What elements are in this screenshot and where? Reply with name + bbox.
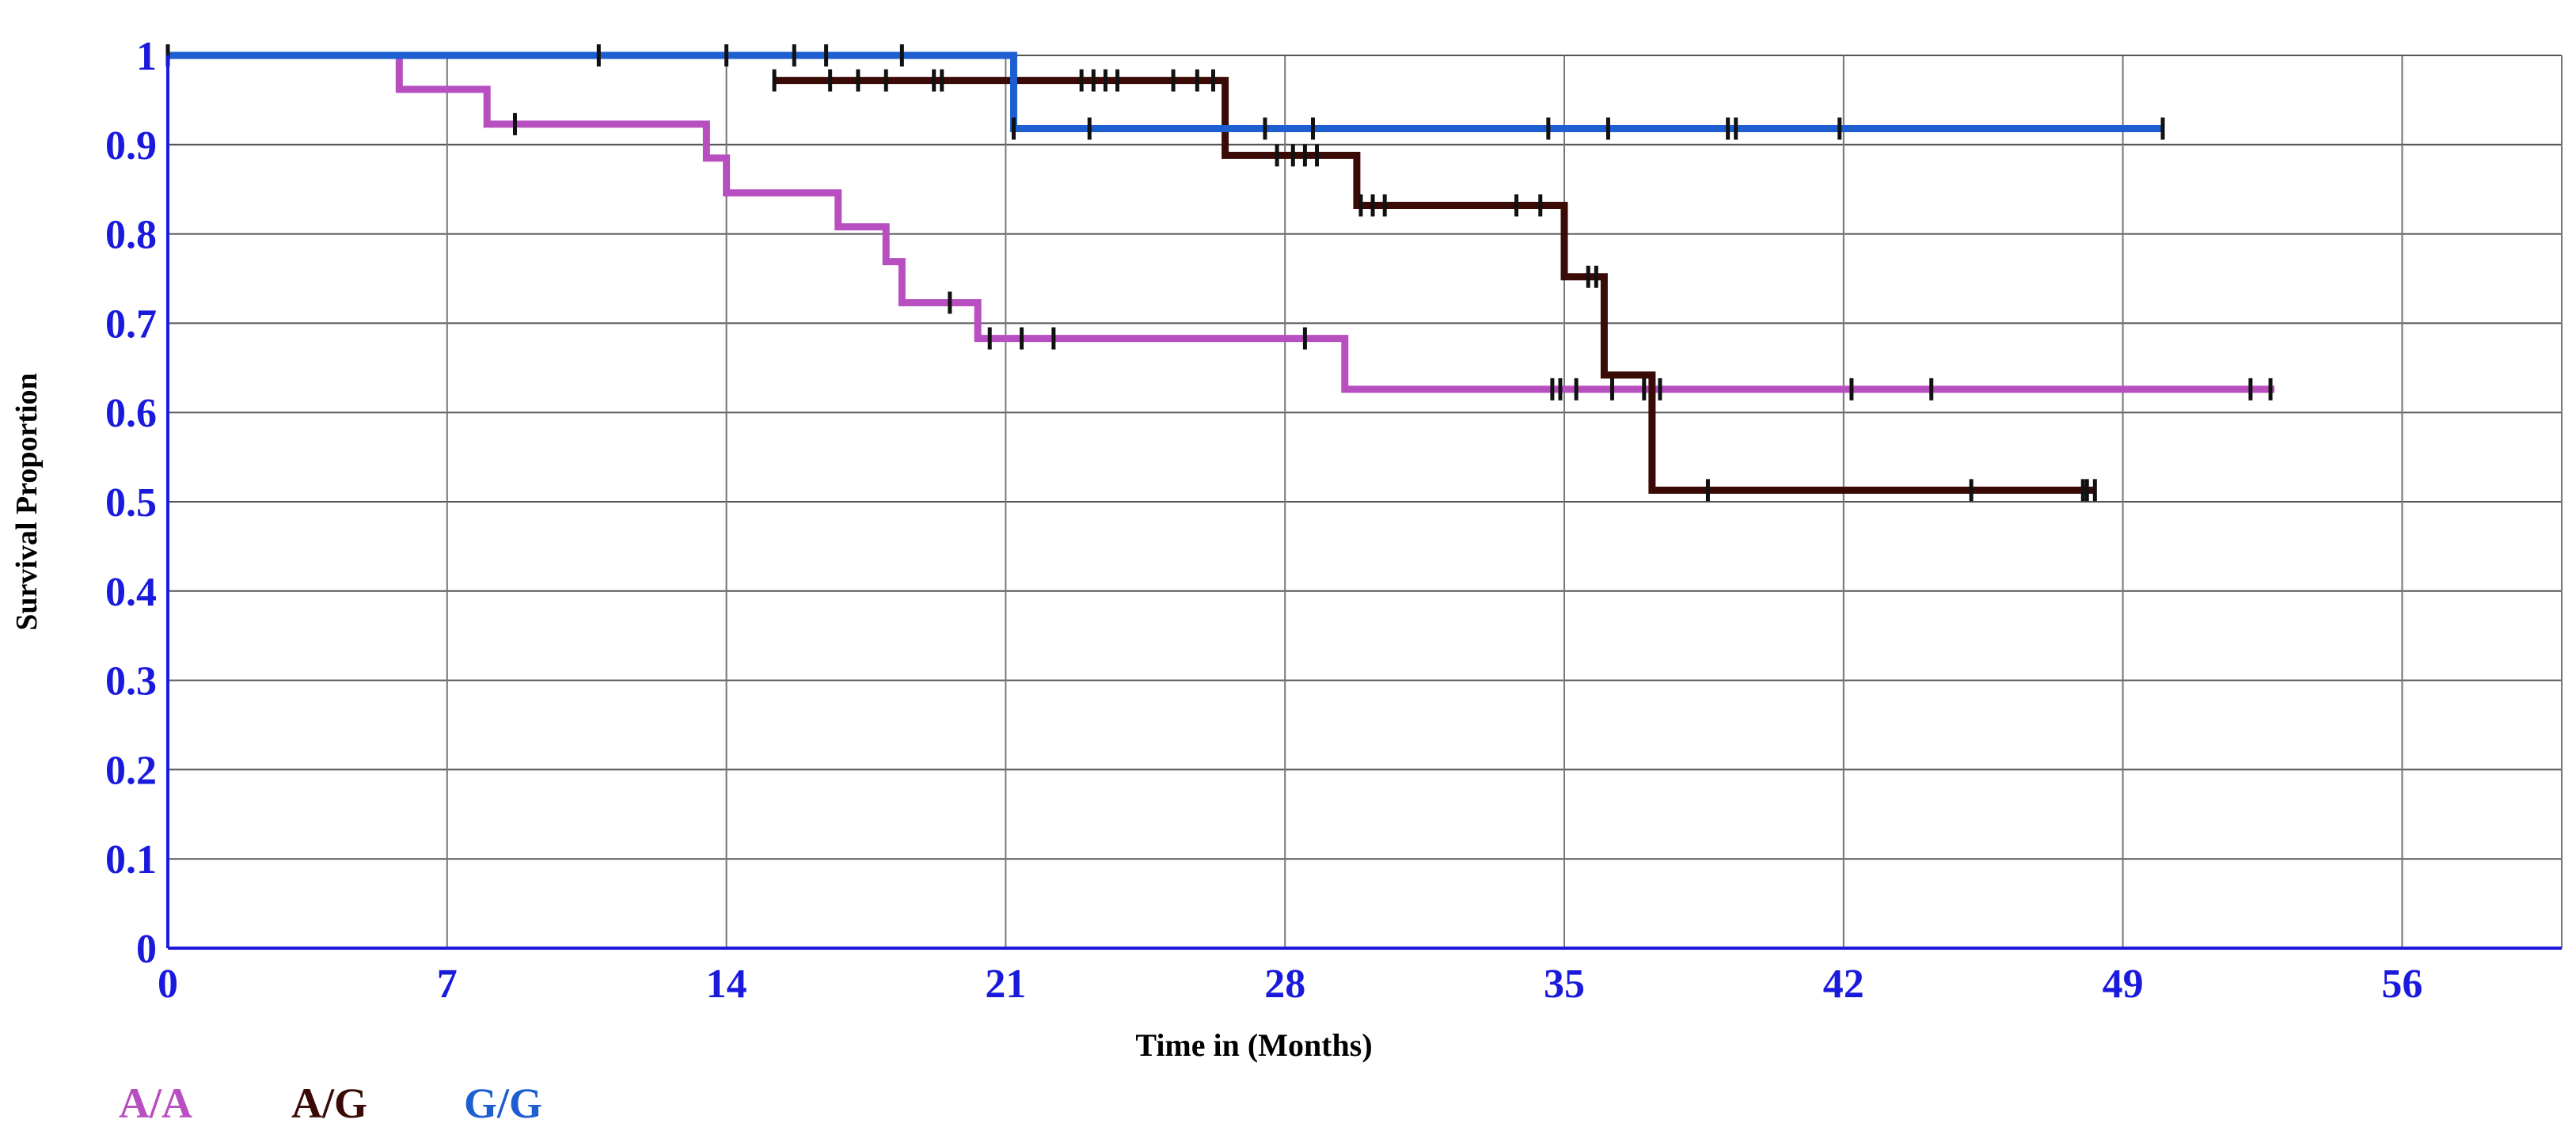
series-line xyxy=(168,51,2163,132)
y-tick-label: 0.7 xyxy=(105,302,157,347)
x-tick-label: 14 xyxy=(706,962,747,1007)
legend: A/A A/G G/G xyxy=(119,1080,542,1127)
y-tick-label: 0.6 xyxy=(105,391,157,436)
y-tick-label: 0.8 xyxy=(105,213,157,258)
y-tick-label: 0.4 xyxy=(105,570,157,615)
y-tick-label: 0 xyxy=(136,927,157,972)
y-tick-label: 0.1 xyxy=(105,837,157,882)
series-g-g xyxy=(165,44,2165,140)
x-tick-label: 35 xyxy=(1544,962,1585,1007)
x-tick-label: 21 xyxy=(985,962,1026,1007)
y-tick-label: 0.9 xyxy=(105,123,157,169)
series-line xyxy=(774,77,2095,494)
x-axis-label: Time in (Months) xyxy=(1135,1027,1372,1063)
series-line xyxy=(168,51,2275,393)
y-tick-label: 1 xyxy=(136,34,157,79)
x-tick-label: 56 xyxy=(2381,962,2422,1007)
x-tick-label: 49 xyxy=(2103,962,2144,1007)
x-tick-label: 28 xyxy=(1264,962,1305,1007)
x-tick-label: 7 xyxy=(437,962,458,1007)
legend-label-a-g: A/G xyxy=(291,1080,367,1127)
series-a-a xyxy=(168,51,2275,400)
x-tick-label: 42 xyxy=(1823,962,1864,1007)
y-tick-label: 0.3 xyxy=(105,659,157,704)
series-a-g xyxy=(772,69,2097,502)
y-axis-label: Survival Proportion xyxy=(10,373,44,631)
y-tick-label: 0.5 xyxy=(105,480,157,526)
axes: 0 0.1 0.2 0.3 0.4 0.5 0.6 0.7 0.8 0.9 1 0 7 14 21 28 35 4… xyxy=(105,34,2562,1007)
grid xyxy=(168,55,2563,948)
x-tick-label: 0 xyxy=(158,962,178,1007)
legend-label-a-a: A/A xyxy=(119,1080,192,1127)
series-group xyxy=(165,44,2275,502)
y-tick-label: 0.2 xyxy=(105,748,157,793)
legend-label-g-g: G/G xyxy=(464,1080,542,1127)
